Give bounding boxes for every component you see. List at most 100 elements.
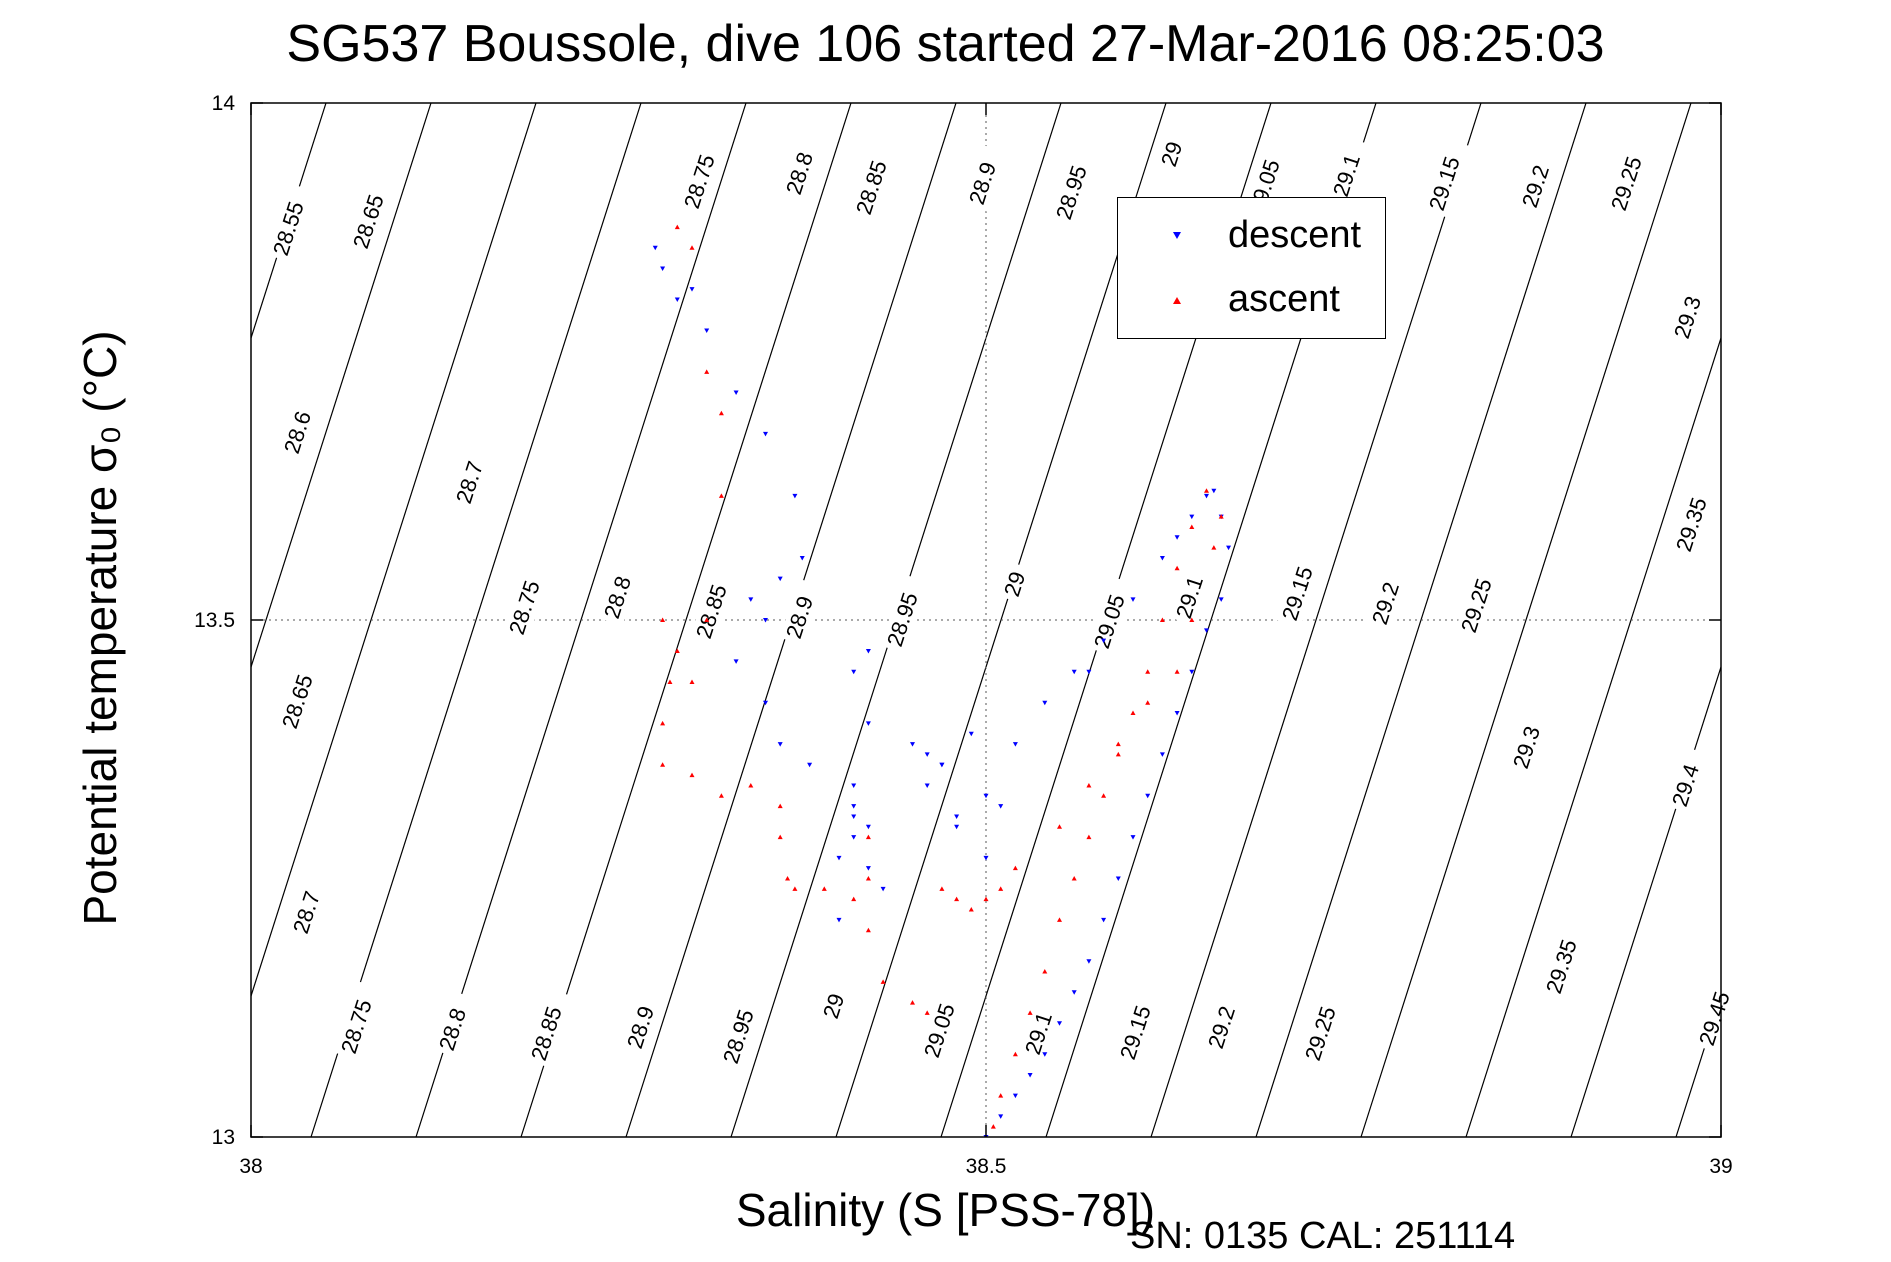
ascent-point bbox=[1211, 545, 1217, 550]
descent-point bbox=[704, 328, 710, 333]
descent-point bbox=[1159, 752, 1165, 757]
descent-point bbox=[1012, 742, 1018, 747]
descent-point bbox=[865, 721, 871, 726]
descent-point bbox=[1159, 555, 1165, 561]
descent-point bbox=[924, 752, 930, 757]
descent-point bbox=[1145, 793, 1151, 799]
chart-title: SG537 Boussole, dive 106 started 27-Mar-… bbox=[286, 15, 1605, 73]
ascent-point bbox=[968, 907, 974, 912]
ascent-point bbox=[1042, 969, 1048, 974]
descent-point bbox=[1189, 514, 1195, 520]
ascent-point bbox=[851, 896, 857, 902]
ascent-point bbox=[660, 720, 666, 726]
y-tick-label: 14 bbox=[212, 92, 236, 115]
ascent-point bbox=[865, 876, 871, 881]
legend-label-ascent: ascent bbox=[1228, 278, 1340, 320]
descent-point bbox=[1042, 700, 1048, 706]
contour-label-middle: 29 bbox=[997, 561, 1034, 604]
ascent-point bbox=[704, 617, 710, 622]
descent-point bbox=[674, 297, 680, 302]
descent-point bbox=[1130, 597, 1136, 602]
descent-point bbox=[851, 814, 857, 819]
contour-line bbox=[1570, 665, 1721, 1137]
ascent-point bbox=[1130, 710, 1136, 716]
descent-point bbox=[733, 659, 739, 664]
descent-point bbox=[689, 287, 695, 292]
ascent-point bbox=[1012, 1051, 1018, 1057]
descent-point bbox=[851, 669, 857, 675]
contour-line bbox=[1886, 103, 1891, 1137]
ascent-point bbox=[924, 1010, 930, 1015]
descent-point bbox=[954, 814, 960, 819]
contour-line bbox=[0, 103, 11, 1137]
descent-point bbox=[851, 835, 857, 840]
legend-label-descent: descent bbox=[1228, 214, 1362, 256]
y-axis-label-text: Potential temperature σ₀ (°C) bbox=[74, 330, 126, 926]
ascent-point bbox=[880, 979, 886, 984]
ascent-point bbox=[1145, 700, 1151, 705]
ascent-point bbox=[910, 1000, 915, 1005]
descent-point bbox=[777, 742, 783, 747]
ascent-point bbox=[1145, 669, 1151, 674]
ascent-point bbox=[704, 369, 710, 374]
ascent-point bbox=[998, 886, 1004, 891]
x-tick-label: 38 bbox=[239, 1155, 262, 1178]
descent-point bbox=[998, 1114, 1004, 1119]
descent-point bbox=[1071, 990, 1077, 995]
descent-point bbox=[1204, 628, 1209, 633]
descent-point bbox=[799, 555, 805, 561]
descent-point bbox=[1218, 597, 1224, 602]
descent-point bbox=[865, 824, 871, 830]
ascent-point bbox=[1057, 824, 1062, 829]
axis-ticks: 38 38.5 39 13 13.5 14 bbox=[194, 92, 1733, 1178]
descent-point bbox=[652, 245, 658, 251]
ascent-point bbox=[1115, 741, 1121, 747]
descent-point bbox=[733, 390, 739, 396]
descent-point bbox=[939, 762, 945, 768]
ascent-point bbox=[1086, 782, 1092, 788]
descent-point bbox=[1027, 1072, 1033, 1078]
descent-point bbox=[1115, 876, 1121, 881]
ascent-point bbox=[1115, 751, 1121, 757]
serial-calibration-label: SN: 0135 CAL: 251114 bbox=[1130, 1215, 1516, 1257]
descent-point bbox=[807, 762, 813, 768]
descent-point bbox=[1086, 669, 1092, 675]
x-axis-label: Salinity (S [PSS-78]) bbox=[735, 1184, 1156, 1236]
ascent-point bbox=[1204, 488, 1209, 493]
ascent-point bbox=[718, 410, 724, 416]
descent-point bbox=[1189, 669, 1195, 675]
ascent-point bbox=[1012, 865, 1018, 871]
contour-label-lower: 29 bbox=[816, 983, 853, 1026]
descent-point bbox=[836, 855, 842, 861]
data-series bbox=[652, 224, 1232, 1137]
ascent-point bbox=[939, 886, 945, 891]
descent-point bbox=[763, 431, 768, 437]
descent-point bbox=[763, 618, 768, 623]
ascent-point bbox=[718, 493, 724, 498]
ascent-point bbox=[954, 896, 960, 902]
descent-point bbox=[1226, 545, 1232, 551]
ascent-point bbox=[718, 793, 724, 798]
ascent-point bbox=[689, 679, 695, 685]
descent-point bbox=[1086, 959, 1092, 964]
descent-point bbox=[1042, 1052, 1048, 1057]
legend: descent ascent bbox=[1117, 197, 1386, 339]
contour-line bbox=[1781, 103, 1891, 1137]
ascent-point bbox=[1101, 793, 1107, 798]
ascent-point bbox=[983, 896, 989, 902]
ascent-point bbox=[1218, 514, 1224, 519]
descent-marker-icon bbox=[1173, 232, 1181, 239]
ascent-point bbox=[865, 927, 871, 933]
descent-point bbox=[1071, 669, 1077, 675]
descent-point bbox=[1101, 638, 1107, 644]
contour-label-middle: 28.95 bbox=[880, 574, 929, 654]
ascent-point bbox=[667, 679, 673, 685]
ascent-point bbox=[1057, 917, 1062, 922]
ascent-point bbox=[777, 834, 783, 840]
descent-point bbox=[1174, 711, 1180, 716]
legend-entry-descent: descent bbox=[1118, 206, 1387, 266]
descent-point bbox=[1174, 535, 1180, 540]
ascent-point bbox=[689, 772, 695, 778]
contour-line bbox=[1150, 103, 1482, 1137]
descent-point bbox=[777, 576, 783, 582]
